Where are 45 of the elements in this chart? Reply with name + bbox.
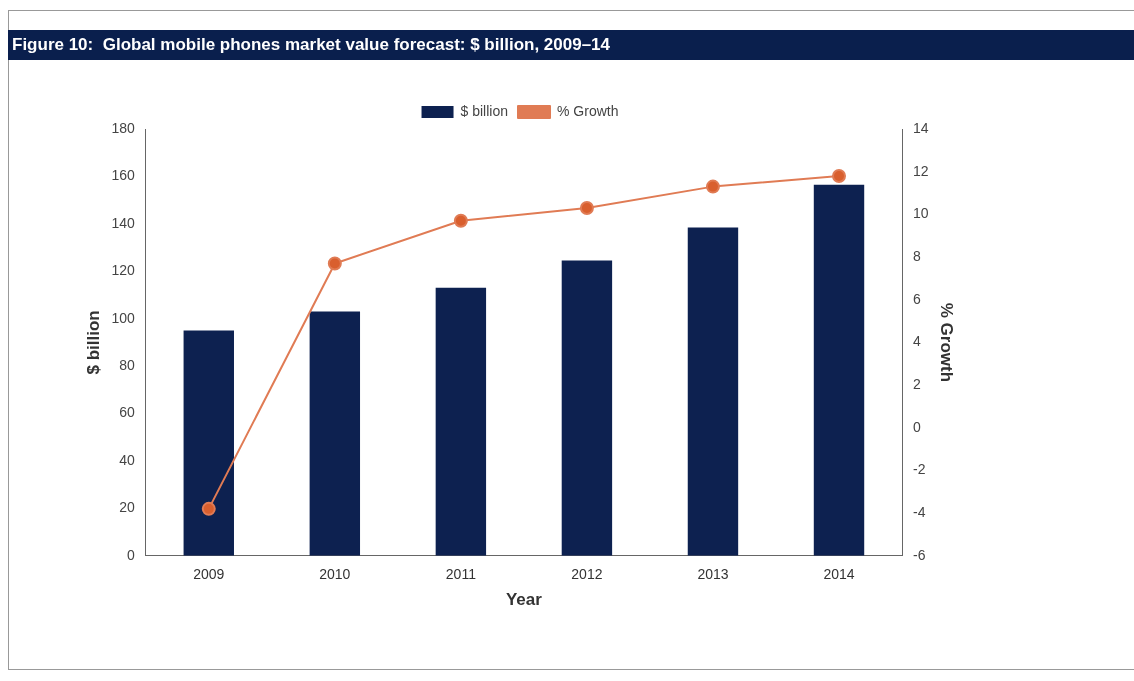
y-tick-label: 180	[111, 119, 135, 136]
bar	[813, 184, 865, 556]
y2-tick-label: -6	[913, 546, 926, 563]
x-tick-label: 2012	[571, 566, 603, 583]
y2-tick-label: 6	[913, 290, 922, 307]
point	[579, 200, 594, 215]
bar	[687, 227, 739, 556]
x-axis-title: Year	[505, 590, 543, 610]
y-tick-label: 140	[111, 214, 135, 231]
y2-axis-title: % Growth	[937, 302, 957, 383]
y2-tick-label: 4	[913, 333, 922, 350]
x-tick-label: 2010	[319, 566, 351, 583]
y2-tick-label: 12	[913, 162, 929, 179]
y-axis-title: $ billion	[83, 310, 103, 375]
bar	[309, 311, 361, 556]
y-tick-label: 40	[119, 451, 135, 468]
point	[327, 256, 342, 271]
point	[705, 179, 720, 194]
point	[201, 501, 216, 516]
y-tick-label: 120	[111, 262, 135, 279]
y2-tick-label: 14	[913, 119, 929, 136]
y-tick-label: 100	[111, 309, 135, 326]
x-tick-label: 2009	[193, 566, 225, 583]
y2-tick-label: 0	[913, 418, 922, 435]
y-tick-label: 80	[119, 356, 135, 373]
x-tick-label: 2013	[697, 566, 729, 583]
bar	[561, 260, 613, 556]
y-tick-label: 0	[126, 546, 135, 563]
legend-label: $ billion	[460, 102, 509, 119]
y2-tick-label: 10	[913, 205, 929, 222]
y-tick-label: 60	[119, 404, 135, 421]
y-tick-label: 20	[119, 499, 135, 516]
y2-tick-label: 8	[913, 247, 922, 264]
y2-tick-label: 2	[913, 375, 922, 392]
bar	[183, 330, 234, 556]
y2-tick-label: -2	[913, 461, 926, 478]
point	[832, 168, 847, 183]
y2-tick-label: -4	[913, 503, 926, 520]
chart-title: Figure 10: Global mobile phones market value forecast: $ billion, 2009–14	[8, 30, 1134, 60]
y-tick-label: 160	[111, 167, 135, 184]
x-tick-label: 2014	[823, 566, 855, 583]
point	[453, 213, 468, 228]
bar	[435, 287, 487, 556]
x-tick-label: 2011	[445, 566, 477, 583]
legend-label: % Growth	[557, 102, 619, 119]
